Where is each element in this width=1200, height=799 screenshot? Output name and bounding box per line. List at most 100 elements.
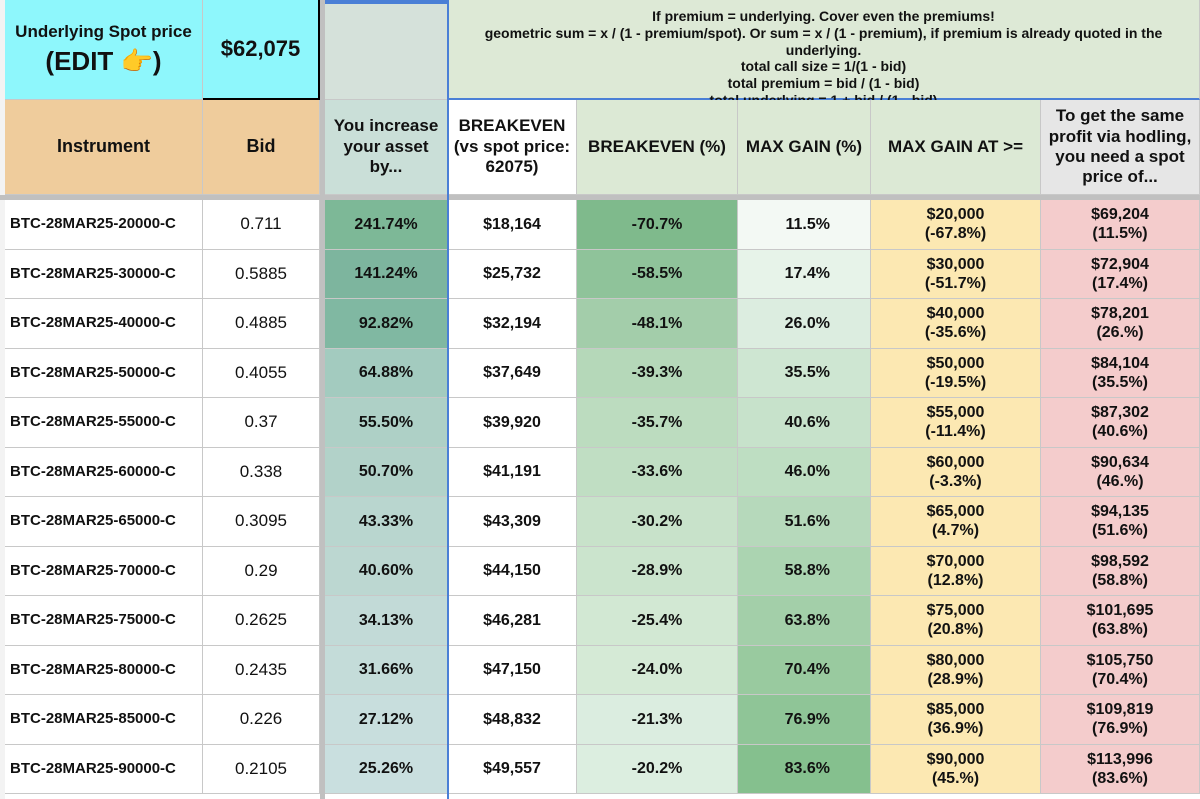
table-cell: 64.88% <box>325 348 448 398</box>
table-cell: BTC-28MAR25-60000-C <box>5 447 203 497</box>
table-cell: 0.29 <box>203 546 320 596</box>
table-cell: $105,750 (70.4%) <box>1041 645 1200 695</box>
cell-text: 51.6% <box>784 512 830 530</box>
table-cell: -21.3% <box>577 695 738 745</box>
table-cell: 40.6% <box>738 398 871 448</box>
cell-text: $94,135 <box>1091 503 1149 521</box>
table-cell: 34.13% <box>325 596 448 646</box>
table-cell: 70.4% <box>738 645 871 695</box>
cell-text: 0.4885 <box>235 313 287 333</box>
cell-text: (76.9%) <box>1091 720 1149 738</box>
table-cell: $72,904 (17.4%) <box>1041 249 1200 299</box>
table-cell: 241.74% <box>325 200 448 250</box>
cell-text: 25.26% <box>358 760 414 778</box>
table-cell: 25.26% <box>325 744 448 794</box>
cell-text: 26.0% <box>784 314 830 332</box>
table-cell: 27.12% <box>325 695 448 745</box>
table-cell: BTC-28MAR25-20000-C <box>5 200 203 250</box>
cell-text: $18,164 <box>483 215 541 233</box>
cell-text: BTC-28MAR25-70000-C <box>10 561 176 579</box>
cell-text: $113,996 <box>1087 750 1153 768</box>
cell-text: $55,000 <box>926 404 985 422</box>
cell-text: (83.6%) <box>1091 769 1149 787</box>
table-cell: 26.0% <box>738 299 871 349</box>
cell-text: $41,191 <box>483 463 541 481</box>
cell-text: 0.29 <box>244 560 278 580</box>
table-cell: 63.8% <box>738 596 871 646</box>
table-cell: $87,302 (40.6%) <box>1041 398 1200 448</box>
cell-text: (4.7%) <box>931 522 980 540</box>
table-cell: BTC-28MAR25-70000-C <box>5 546 203 596</box>
cell-text: (-11.4%) <box>925 423 986 441</box>
table-cell: -24.0% <box>577 645 738 695</box>
cell-text: (-51.7%) <box>924 274 987 292</box>
table-cell: -30.2% <box>577 497 738 547</box>
table-cell: 0.2105 <box>203 744 320 794</box>
cell-text: (11.5%) <box>1092 225 1148 243</box>
table-cell: $40,000 (-35.6%) <box>871 299 1041 349</box>
spot-value-cell: $62,075 <box>203 0 320 100</box>
spot-label: Underlying Spot price <box>15 21 192 41</box>
table-cell: BTC-28MAR25-90000-C <box>5 744 203 794</box>
table-cell: 50.70% <box>325 447 448 497</box>
table-cell: 0.226 <box>203 695 320 745</box>
cell-text: 92.82% <box>358 314 414 332</box>
table-cell: -33.6% <box>577 447 738 497</box>
cell-text: BTC-28MAR25-60000-C <box>10 462 176 480</box>
note-line: total premium = bid / (1 - bid) <box>727 75 920 92</box>
cell-text: (45.%) <box>931 769 980 787</box>
cell-text: $84,104 <box>1091 354 1149 372</box>
edit-label: (EDIT 👉) <box>45 46 162 77</box>
table-cell: $48,832 <box>448 695 577 745</box>
table-cell: BTC-28MAR25-50000-C <box>5 348 203 398</box>
cell-text: $98,592 <box>1091 552 1149 570</box>
table-cell: $85,000 (36.9%) <box>871 695 1041 745</box>
cell-text: BTC-28MAR25-55000-C <box>10 413 176 431</box>
cell-text: BTC-28MAR25-30000-C <box>10 264 176 282</box>
column-header-text: Bid <box>246 136 276 157</box>
table-cell: $44,150 <box>448 546 577 596</box>
cell-text: 0.2105 <box>235 758 287 778</box>
table-cell: -58.5% <box>577 249 738 299</box>
column-header-text: BREAKEVEN (vs spot price: 62075) <box>453 116 571 177</box>
cell-text: $75,000 <box>926 602 985 620</box>
table-cell: 51.6% <box>738 497 871 547</box>
column-header-text: BREAKEVEN (%) <box>588 136 726 156</box>
table-cell: $20,000 (-67.8%) <box>871 200 1041 250</box>
table-cell: $55,000 (-11.4%) <box>871 398 1041 448</box>
cell-text: 0.5885 <box>235 263 287 283</box>
cell-text: -58.5% <box>631 265 683 283</box>
cell-text: -21.3% <box>631 710 683 728</box>
table-cell: BTC-28MAR25-65000-C <box>5 497 203 547</box>
cell-text: $101,695 <box>1086 602 1154 620</box>
cell-text: (58.8%) <box>1091 571 1149 589</box>
selection-border <box>447 0 449 799</box>
cell-text: $65,000 <box>926 503 985 521</box>
column-header-text: To get the same profit via hodling, you … <box>1048 106 1192 187</box>
table-cell: 0.2435 <box>203 645 320 695</box>
cell-text: $46,281 <box>483 611 541 629</box>
table-cell: $18,164 <box>448 200 577 250</box>
cell-text: $47,150 <box>483 661 541 679</box>
cell-text: (36.9%) <box>927 720 984 738</box>
table-cell: $30,000 (-51.7%) <box>871 249 1041 299</box>
cell-text: $60,000 <box>926 453 985 471</box>
column-header: To get the same profit via hodling, you … <box>1041 100 1200 195</box>
table-cell: $78,201 (26.%) <box>1041 299 1200 349</box>
cell-text: $69,204 <box>1091 206 1149 224</box>
cell-text: 40.6% <box>784 413 830 431</box>
cell-text: $30,000 <box>926 255 985 273</box>
cell-text: 34.13% <box>358 611 414 629</box>
cell-text: 0.2435 <box>235 659 287 679</box>
column-header: MAX GAIN AT >= <box>871 100 1041 195</box>
cell-text: 63.8% <box>784 611 830 629</box>
table-cell: $37,649 <box>448 348 577 398</box>
table-cell: $94,135 (51.6%) <box>1041 497 1200 547</box>
cell-text: $40,000 <box>926 305 985 323</box>
cell-text: (40.6%) <box>1091 423 1149 441</box>
cell-text: -28.9% <box>631 562 683 580</box>
table-cell: $101,695 (63.8%) <box>1041 596 1200 646</box>
column-header-text: Instrument <box>56 136 150 157</box>
table-cell: $39,920 <box>448 398 577 448</box>
cell-text: $32,194 <box>483 314 541 332</box>
